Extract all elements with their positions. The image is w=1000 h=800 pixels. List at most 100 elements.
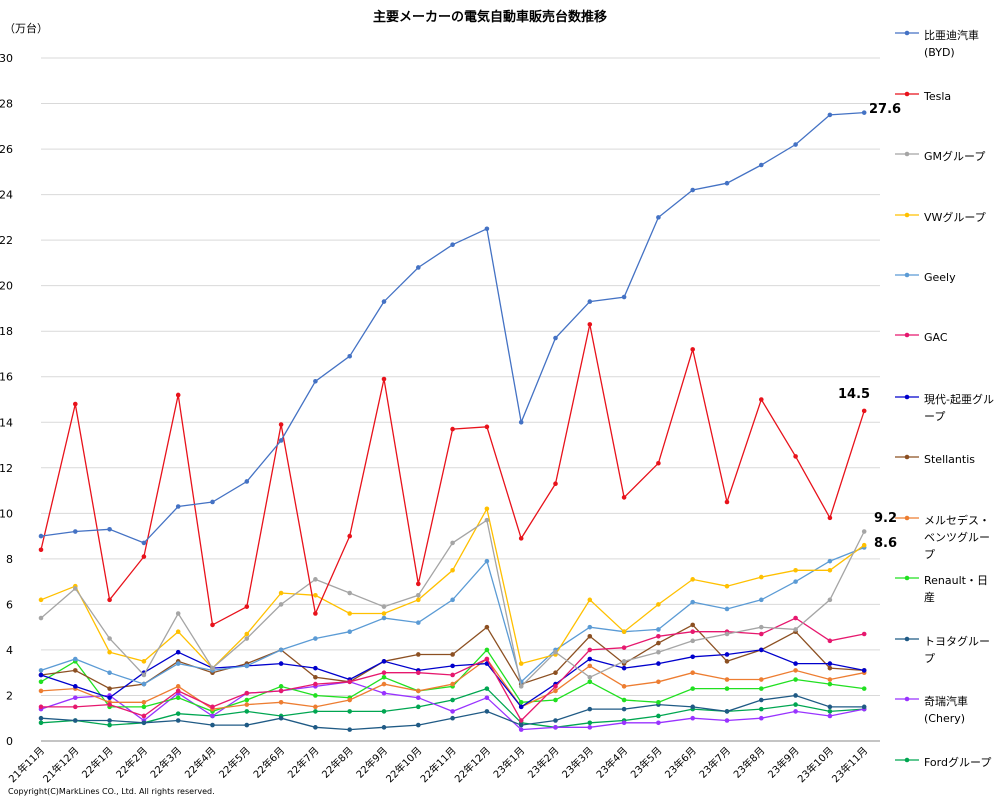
data-point [484,647,490,653]
data-point [690,577,695,582]
data-point [450,681,455,687]
legend-label: メルセデス・ベンツグループ [924,514,990,561]
data-point [724,718,730,723]
data-point [38,533,44,539]
copyright-notice: Copyright(C)MarkLines CO., Ltd. All righ… [8,787,215,796]
data-point [690,629,695,635]
data-point [587,299,593,304]
data-point [518,684,524,689]
data-point [827,704,833,710]
data-point [656,679,661,685]
data-point [861,686,867,691]
data-point [416,652,421,657]
data-point [690,670,695,675]
data-point [656,602,661,607]
data-point [210,665,215,671]
data-point [724,686,730,691]
data-point [244,697,250,703]
data-point [518,718,524,723]
data-point [313,636,318,641]
data-point [416,597,421,603]
data-point [381,681,387,687]
data-point [244,663,250,669]
data-point [759,686,764,691]
data-point [416,695,421,701]
data-point [244,604,250,609]
y-tick-label: 8 [6,553,13,566]
data-point [827,597,833,603]
y-tick-label: 28 [0,98,13,111]
data-point [484,624,490,630]
data-point [347,679,353,685]
data-point [141,540,147,546]
data-point [73,718,78,723]
data-point [278,688,284,694]
end-label-geely: 8.6 [874,536,898,551]
y-tick-label: 4 [6,644,13,657]
legend-swatch [895,515,919,521]
x-tick-label: 22年1月 [79,744,116,781]
data-point [587,624,593,630]
x-tick-label: 23年5月 [628,744,665,781]
x-tick-label: 21年12月 [40,744,81,785]
legend-label: Geely [924,271,956,284]
data-point [450,697,455,703]
data-point [518,661,524,666]
data-point [484,226,490,232]
data-point [141,720,147,726]
x-tick-label: 23年8月 [731,744,768,781]
data-point [210,499,215,505]
data-point [381,674,387,680]
data-point [759,397,764,402]
data-point [518,727,524,732]
data-point [827,677,833,682]
data-point [278,661,284,666]
series-10 [38,693,867,732]
data-point [690,599,695,605]
data-point [861,408,867,414]
data-point [38,672,44,678]
data-point [107,686,112,691]
data-point [244,636,250,641]
data-point [621,629,627,635]
legend-label: Renault・日産 [924,574,988,604]
data-point [175,504,181,509]
data-point [484,709,490,714]
data-point [759,697,764,703]
data-point [656,661,661,666]
data-point [38,668,44,673]
series-lines [38,110,867,732]
data-point [759,677,764,682]
legend-swatch [895,394,919,400]
x-tick-label: 21年11月 [6,744,47,785]
data-point [450,709,455,714]
data-point [107,636,112,641]
x-tick-label: 22年5月 [216,744,253,781]
data-point [690,638,695,644]
data-point [690,187,695,193]
data-point [587,633,593,639]
data-point [621,294,627,300]
data-point [244,690,250,696]
data-point [313,577,318,582]
data-point [793,567,798,573]
data-point [759,597,764,603]
data-point [416,722,421,728]
data-point [827,638,833,644]
data-point [827,665,833,671]
data-point [484,558,490,564]
data-point [587,663,593,669]
x-tick-label: 23年1月 [490,744,527,781]
data-point [518,536,524,541]
data-point [381,670,387,675]
data-point [553,718,558,723]
data-point [107,718,112,723]
legend-label: Fordグループ [924,756,992,769]
data-point [450,426,455,432]
legend-item: メルセデス・ベンツグループ [895,512,999,561]
data-point [724,606,730,612]
x-tick-label: 22年10月 [383,744,424,785]
data-point [141,681,147,687]
x-tick-label: 22年9月 [353,744,390,781]
data-point [553,481,558,487]
